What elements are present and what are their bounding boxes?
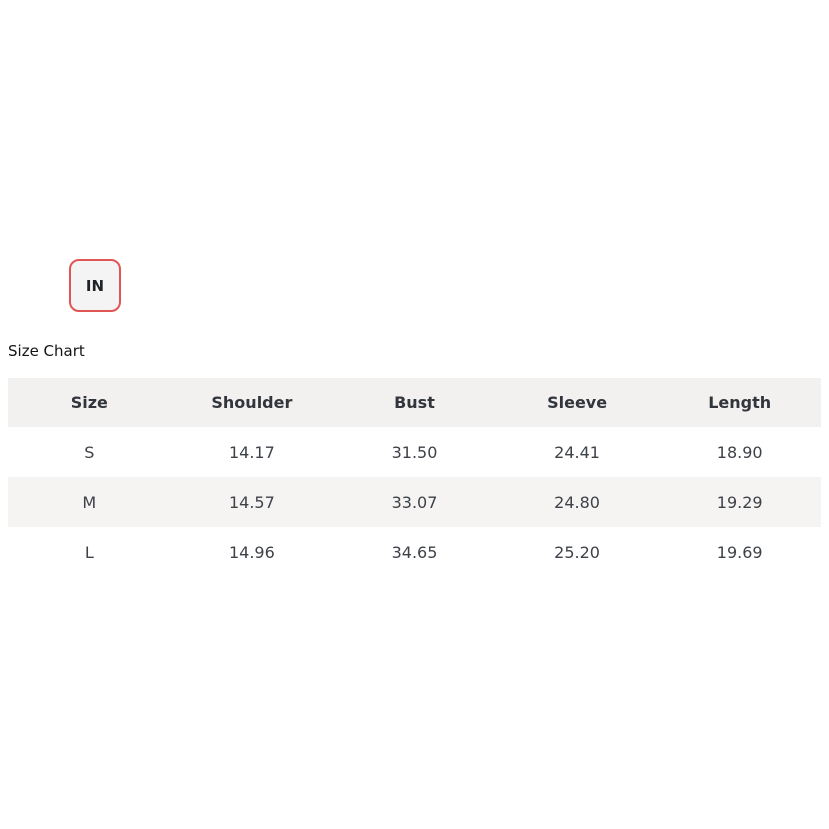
unit-toggle-inches-button[interactable]: IN: [69, 259, 121, 312]
cell-bust: 33.07: [333, 477, 496, 527]
cell-size: S: [84, 442, 95, 462]
size-chart-title: Size Chart: [8, 342, 85, 360]
cell-shoulder: 14.57: [170, 477, 334, 527]
column-header-bust: Bust: [333, 378, 496, 427]
table-row-size-m: M 14.57 33.07 24.80 19.29: [8, 477, 821, 527]
cell-length: 18.90: [716, 442, 763, 462]
cell-sleeve: 24.41: [554, 442, 600, 462]
cell-length: 19.29: [658, 477, 821, 527]
column-header-length: Length: [658, 378, 821, 427]
table-header-row: Size Shoulder Bust Sleeve Length: [8, 378, 821, 427]
cell-length: 19.69: [716, 542, 763, 562]
size-chart-table: Size Shoulder Bust Sleeve Length S 14.17…: [8, 378, 821, 577]
column-header-shoulder: Shoulder: [170, 378, 334, 427]
column-header-size: Size: [8, 378, 171, 427]
cell-sleeve: 24.80: [495, 477, 659, 527]
cell-bust: 34.65: [391, 542, 438, 562]
column-header-sleeve: Sleeve: [495, 378, 659, 427]
table-row-size-s: S 14.17 31.50 24.41 18.90: [8, 427, 821, 477]
cell-bust: 31.50: [391, 442, 438, 462]
cell-sleeve: 25.20: [554, 542, 600, 562]
table-row-size-l: L 14.96 34.65 25.20 19.69: [8, 527, 821, 577]
cell-size: L: [84, 542, 94, 562]
cell-size: M: [8, 477, 171, 527]
cell-shoulder: 14.96: [228, 542, 275, 562]
cell-shoulder: 14.17: [228, 442, 275, 462]
